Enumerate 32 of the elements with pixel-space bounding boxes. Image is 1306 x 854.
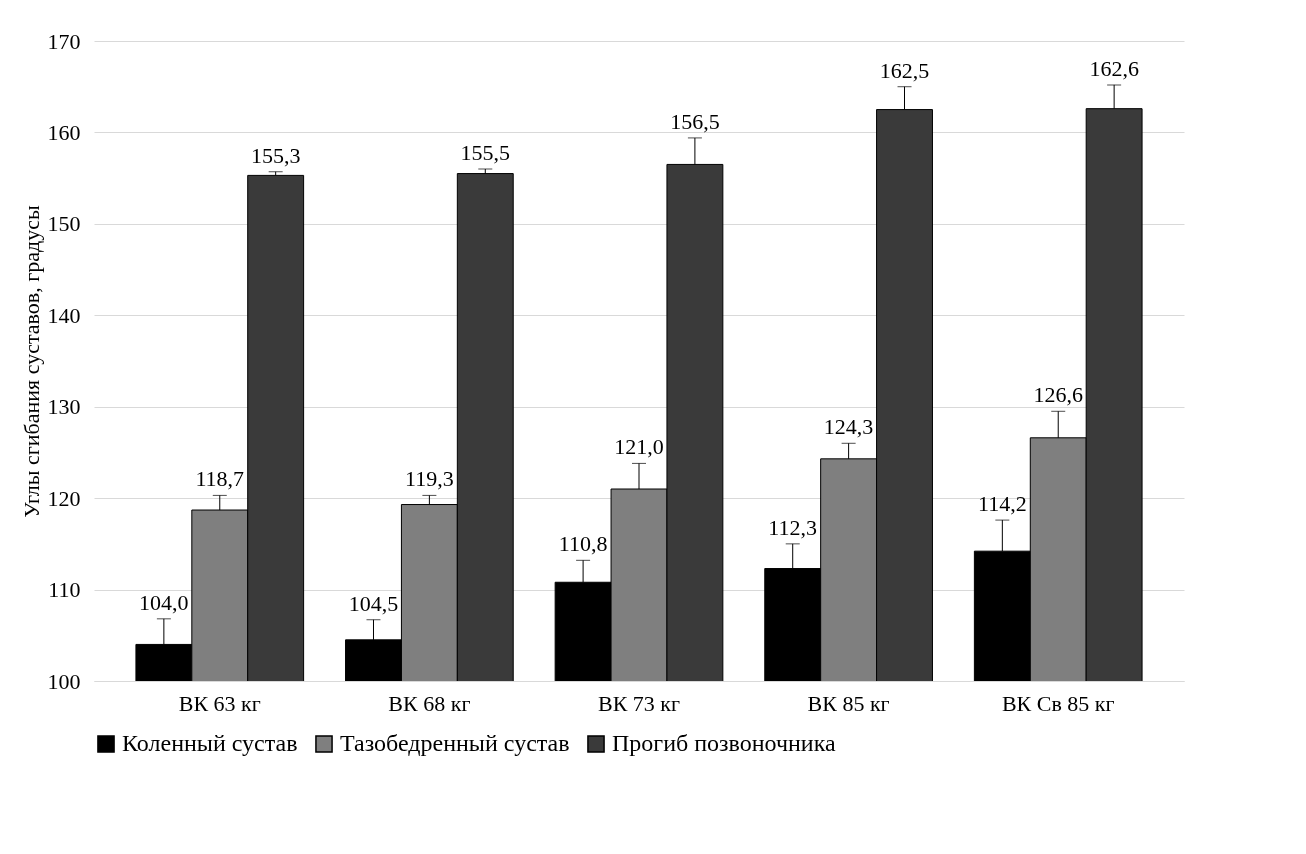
x-tick-label: ВК 73 кг	[597, 690, 681, 716]
data-label: 162,5	[879, 57, 930, 83]
y-tick-label: 150	[47, 211, 81, 237]
x-tick-label: ВК 68 кг	[388, 690, 471, 716]
data-label: 119,3	[405, 466, 454, 492]
data-label: 114,2	[977, 491, 1027, 517]
y-tick-label: 170	[47, 28, 81, 54]
data-label: 124,3	[823, 414, 874, 440]
data-label: 155,5	[460, 140, 511, 165]
data-label: 126,6	[1033, 382, 1083, 408]
x-tick-label: ВК 85 кг	[807, 690, 890, 716]
data-label: 155,3	[250, 142, 301, 168]
y-tick-label: 120	[47, 485, 81, 511]
data-label: 104,5	[348, 590, 399, 616]
data-label: 110,8	[558, 531, 608, 557]
legend-label: Тазобедренный сустав	[340, 730, 570, 756]
y-tick-label: 140	[47, 302, 81, 328]
data-label: 104,0	[139, 589, 189, 615]
data-label: 118,7	[195, 466, 245, 492]
legend-label: Коленный сустав	[122, 730, 298, 756]
data-label: 162,6	[1089, 55, 1139, 81]
x-tick-label: ВК Св 85 кг	[1001, 690, 1115, 716]
y-tick-label: 130	[47, 394, 81, 420]
y-axis-title: Углы сгибания суставов, градусы	[18, 205, 44, 518]
data-label: 156,5	[670, 108, 720, 134]
data-label: 112,3	[768, 514, 818, 540]
y-tick-label: 110	[48, 577, 81, 603]
data-label: 121,0	[614, 434, 664, 460]
y-tick-label: 160	[47, 119, 81, 145]
legend-label: Прогиб позвоночника	[612, 730, 836, 756]
x-tick-label: ВК 63 кг	[178, 690, 261, 716]
y-tick-label: 100	[47, 668, 81, 694]
